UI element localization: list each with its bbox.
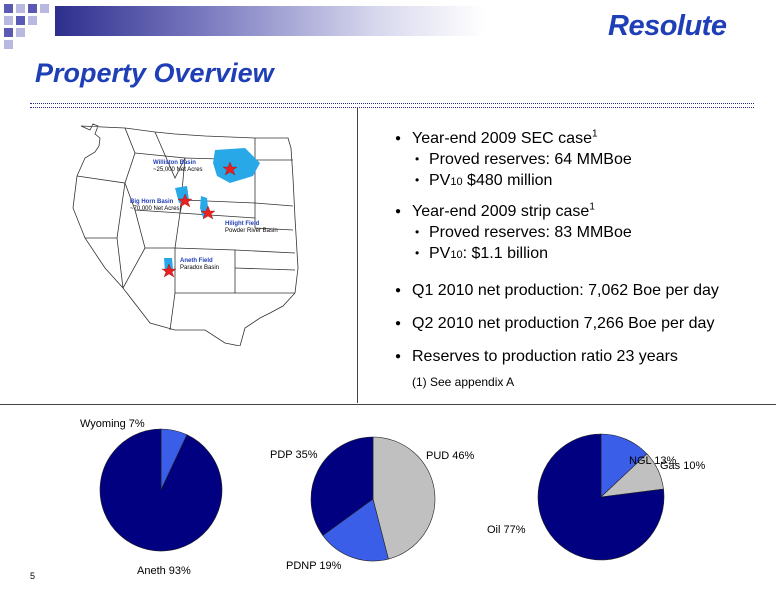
map-outline (72, 123, 299, 347)
sub-bullet-sec-reserves: Proved reserves: 64 MMBoe (395, 149, 775, 170)
bullet-q1-production: Q1 2010 net production: 7,062 Boe per da… (395, 280, 775, 301)
resolute-logo: Resolute (608, 10, 727, 42)
williston-star-icon (222, 161, 238, 176)
map-label-aneth: Aneth Field Paradox Basin (180, 258, 220, 271)
pie2-label-pud: PUD 46% (426, 450, 475, 462)
pie2-slice-2 (322, 498, 389, 562)
sub-bullet-strip-reserves: Proved reserves: 83 MMBoe (395, 222, 775, 243)
western-us-map: Williston Basin ~25,000 Net Acres Big Hor… (55, 118, 300, 347)
page-title: Property Overview (35, 58, 274, 88)
pie2-slice-1 (372, 436, 436, 560)
bullet-strip-case: Year-end 2009 strip case1 (395, 201, 775, 222)
pie2-label-pdp: PDP 35% (270, 449, 318, 461)
key-facts-list: Year-end 2009 SEC case1 Proved reserves:… (395, 128, 775, 389)
williston-basin-shape (213, 148, 260, 183)
title-divider (30, 103, 754, 108)
page-number: 5 (30, 571, 36, 581)
map-label-williston: Williston Basin ~25,000 Net Acres (153, 160, 203, 173)
aneth-star-icon (161, 263, 177, 278)
bighorn-star-icon (177, 193, 193, 208)
map-label-bighorn: Big Horn Basin ~70,000 Net Acres (130, 199, 180, 212)
pie3-label-gas: Gas 10% (660, 460, 706, 472)
sub-bullet-sec-pv10: PV10 $480 million (395, 170, 775, 193)
footnote: (1) See appendix A (412, 375, 515, 389)
pie2-label-pdnp: PDNP 19% (286, 560, 342, 572)
hilight-star-icon (200, 205, 216, 220)
sub-bullet-strip-pv10: PV10: $1.1 billion (395, 243, 775, 266)
corner-decoration (0, 0, 70, 52)
vertical-divider (357, 107, 358, 403)
bullet-q2-production: Q2 2010 net production 7,266 Boe per day (395, 313, 775, 334)
map-label-hilight: Hilight Field Powder River Basin (225, 221, 278, 234)
pie3-label-oil: Oil 77% (487, 524, 526, 536)
horizontal-divider (0, 404, 776, 405)
pie3-label-ngl: NGL 13% (629, 455, 677, 467)
bullet-reserves-ratio: Reserves to production ratio 23 years (395, 346, 775, 367)
pie1-label-wyoming: Wyoming 7% (80, 418, 145, 430)
pie-charts (99, 428, 665, 562)
pie3-slice-3 (537, 433, 665, 561)
pie1-slice-2 (99, 428, 223, 552)
header-gradient-bar (55, 6, 485, 36)
bullet-sec-case: Year-end 2009 SEC case1 (395, 128, 775, 149)
pie1-label-aneth: Aneth 93% (137, 565, 191, 577)
pie2-slice-3 (310, 436, 374, 536)
